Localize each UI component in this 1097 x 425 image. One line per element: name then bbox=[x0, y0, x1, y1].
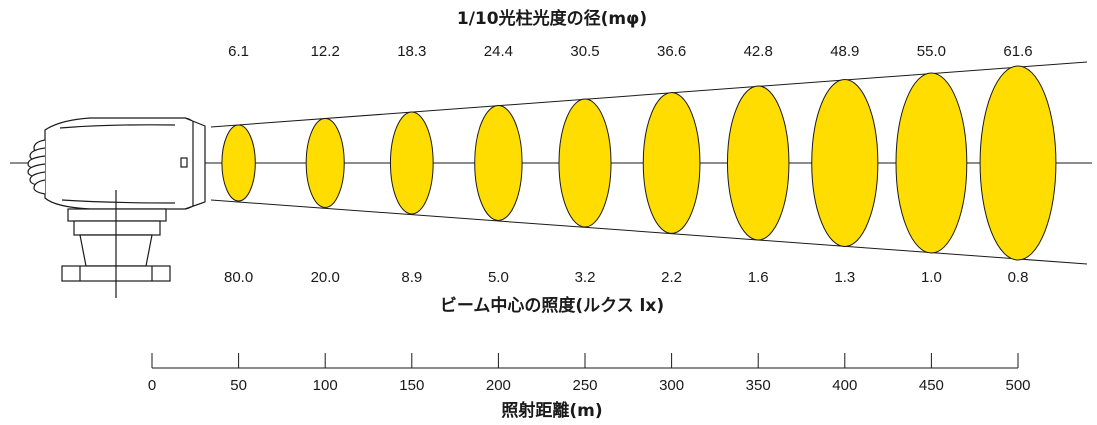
diameter-labels: 6.1 12.2 18.3 24.4 30.5 36.6 42.8 48.9 55.0 61.6 bbox=[228, 43, 1032, 60]
axis-tick-label: 200 bbox=[486, 377, 511, 394]
beam-lower-edge bbox=[210, 199, 1088, 265]
beam-spots bbox=[221, 65, 1057, 261]
illuminance-value: 5.0 bbox=[488, 269, 509, 286]
diameter-value: 24.4 bbox=[484, 43, 513, 60]
beam-spot bbox=[305, 118, 345, 208]
beam-spot bbox=[811, 79, 879, 247]
axis-tick-label: 50 bbox=[230, 377, 247, 394]
diameter-value: 48.9 bbox=[830, 43, 859, 60]
beam-spot bbox=[642, 92, 701, 234]
diameter-value: 6.1 bbox=[228, 43, 249, 60]
axis-tick-label: 500 bbox=[1005, 377, 1030, 394]
beam-spot bbox=[474, 105, 523, 221]
illuminance-value: 8.9 bbox=[401, 269, 422, 286]
distance-axis-ticks: 0 50 100 150 200 250 300 350 400 450 500 bbox=[148, 353, 1031, 394]
axis-tick-label: 100 bbox=[313, 377, 338, 394]
diameter-value: 30.5 bbox=[570, 43, 599, 60]
distance-axis: 0 50 100 150 200 250 300 350 400 450 500 bbox=[148, 353, 1031, 394]
diameter-value: 55.0 bbox=[917, 43, 946, 60]
illuminance-value: 80.0 bbox=[224, 269, 253, 286]
illuminance-value: 0.8 bbox=[1008, 269, 1029, 286]
illuminance-value: 1.6 bbox=[748, 269, 769, 286]
illuminance-value: 20.0 bbox=[311, 269, 340, 286]
diameter-value: 18.3 bbox=[397, 43, 426, 60]
beam-spot bbox=[558, 98, 612, 228]
beam-spot bbox=[895, 72, 968, 254]
illuminance-value: 1.3 bbox=[834, 269, 855, 286]
beam-spot bbox=[979, 65, 1057, 261]
axis-tick-label: 450 bbox=[919, 377, 944, 394]
illuminance-labels: 80.0 20.0 8.9 5.0 3.2 2.2 1.6 1.3 1.0 0.8 bbox=[224, 269, 1028, 286]
beam-spot bbox=[726, 85, 790, 241]
distance-axis-heading: 照射距離(m) bbox=[501, 400, 602, 421]
searchlight-icon bbox=[27, 117, 206, 298]
axis-tick-label: 0 bbox=[148, 377, 156, 394]
beam-spot bbox=[389, 111, 434, 215]
axis-tick-label: 150 bbox=[399, 377, 424, 394]
illuminance-value: 1.0 bbox=[921, 269, 942, 286]
illuminance-value: 2.2 bbox=[661, 269, 682, 286]
beam-spot bbox=[221, 124, 256, 202]
diameter-value: 36.6 bbox=[657, 43, 686, 60]
diameter-heading: 1/10光柱光度の径(mφ) bbox=[457, 8, 647, 29]
diameter-value: 61.6 bbox=[1003, 43, 1032, 60]
diameter-value: 12.2 bbox=[311, 43, 340, 60]
cooling-fins bbox=[27, 139, 46, 195]
axis-tick-label: 250 bbox=[572, 377, 597, 394]
axis-tick-label: 300 bbox=[659, 377, 684, 394]
axis-tick-label: 400 bbox=[832, 377, 857, 394]
beam-upper-edge bbox=[210, 61, 1088, 128]
axis-tick-label: 350 bbox=[746, 377, 771, 394]
diameter-value: 42.8 bbox=[744, 43, 773, 60]
illuminance-value: 3.2 bbox=[575, 269, 596, 286]
illuminance-heading: ビーム中心の照度(ルクス lx) bbox=[440, 295, 664, 316]
